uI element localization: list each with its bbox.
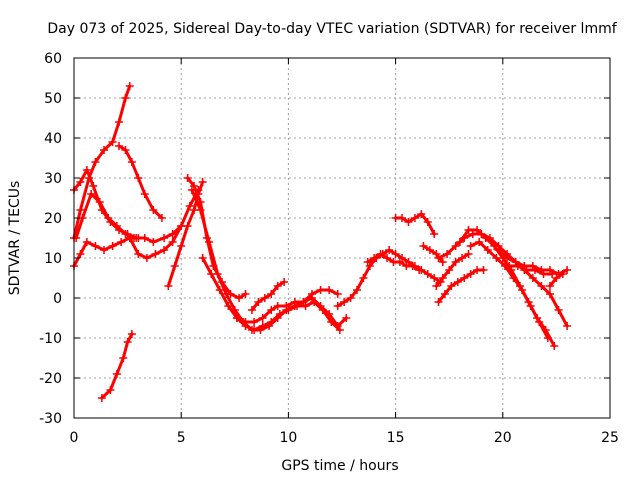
sdtvar-chart: Day 073 of 2025, Sidereal Day-to-day VTE… — [0, 0, 640, 480]
series-track-14 — [334, 246, 445, 310]
y-tick-label: 50 — [44, 91, 62, 107]
data-point — [113, 370, 121, 378]
y-tick-label: 30 — [44, 171, 62, 187]
x-tick-label: 10 — [279, 430, 297, 446]
series-track-16 — [392, 210, 439, 238]
x-tick-label: 15 — [387, 430, 405, 446]
series-track-5 — [115, 142, 166, 222]
y-tick-label: 20 — [44, 211, 62, 227]
series-line — [119, 146, 162, 218]
data-point — [126, 82, 134, 90]
series-track-13 — [248, 278, 288, 314]
data-point — [184, 222, 192, 230]
series-track-17 — [419, 242, 446, 266]
data-point — [164, 282, 172, 290]
data-point — [89, 182, 97, 190]
ticks: 0 5 10 15 20 25 -30 -20 -10 0 10 20 30 40 50 60 — [39, 51, 619, 446]
data-point — [119, 354, 127, 362]
series-track-7 — [126, 186, 203, 262]
data-point — [199, 178, 207, 186]
data-point — [171, 262, 179, 270]
x-tick-label: 5 — [177, 430, 186, 446]
x-axis-label: GPS time / hours — [281, 458, 398, 474]
x-tick-label: 0 — [70, 430, 79, 446]
series-layer — [70, 82, 571, 402]
series-track-18 — [434, 266, 487, 306]
data-point — [121, 94, 129, 102]
data-point — [480, 266, 488, 274]
series-line — [460, 230, 554, 346]
x-tick-label: 25 — [601, 430, 619, 446]
y-tick-label: -30 — [39, 411, 62, 427]
data-point — [177, 242, 185, 250]
chart-title: Day 073 of 2025, Sidereal Day-to-day VTE… — [47, 21, 617, 37]
series-track-6 — [98, 330, 136, 402]
y-axis-label: SDTVAR / TECUs — [7, 181, 23, 296]
data-point — [115, 118, 123, 126]
y-tick-label: 60 — [44, 51, 62, 67]
y-tick-label: 0 — [53, 291, 62, 307]
y-tick-label: 10 — [44, 251, 62, 267]
grid — [74, 58, 610, 418]
y-tick-label: -20 — [39, 371, 62, 387]
plot-frame — [74, 58, 610, 418]
series-track-12 — [233, 286, 342, 326]
y-tick-label: 40 — [44, 131, 62, 147]
y-tick-label: -10 — [39, 331, 62, 347]
data-point — [134, 174, 142, 182]
x-tick-label: 20 — [494, 430, 512, 446]
